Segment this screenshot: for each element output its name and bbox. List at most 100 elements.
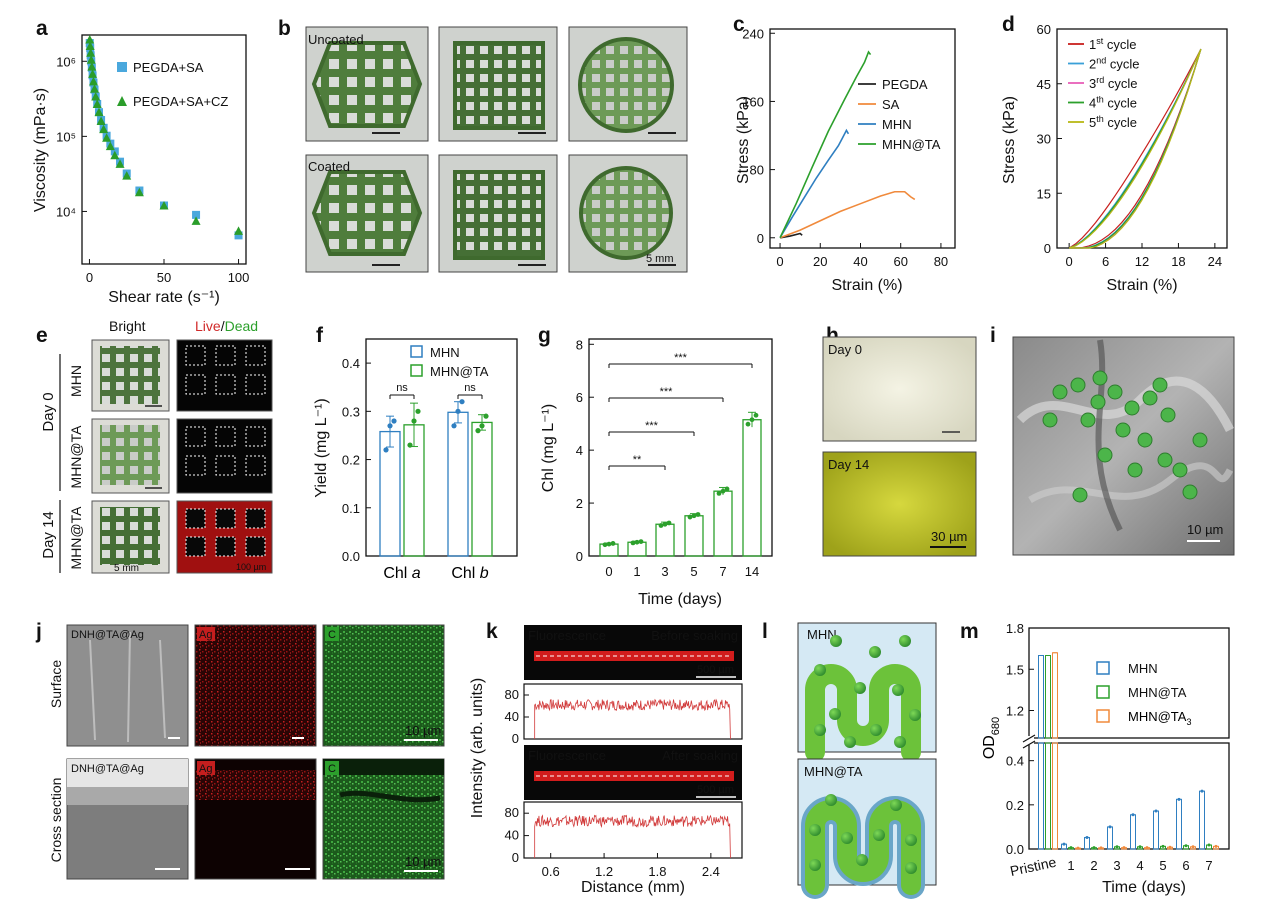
y-axis-label: Intensity (arb. units) (469, 678, 486, 819)
ag-map-surface (194, 624, 317, 747)
legend-label: MHN@TA (1128, 685, 1187, 700)
c-label: C (328, 629, 336, 641)
legend-num: 4 (1089, 96, 1096, 111)
panel-l-schematic: MHN MHN@TA (797, 622, 937, 899)
data-point-square (234, 231, 243, 240)
x-tick-label: 12 (1135, 254, 1149, 269)
x-tick-label: 1.2 (595, 864, 613, 879)
bar (447, 411, 469, 557)
sem-cross-layer (67, 787, 188, 805)
data-point (695, 512, 701, 517)
algae-ball (841, 832, 853, 844)
bar (1107, 826, 1113, 850)
bar (1045, 742, 1051, 850)
x-tick-label-italic: a (412, 565, 421, 582)
dashed-square (185, 374, 206, 395)
data-point (662, 521, 668, 527)
y-tick-label: 60 (1037, 22, 1051, 37)
x-tick-label: 1.8 (648, 864, 666, 879)
data-point (483, 413, 489, 419)
y-tick-label: 0 (512, 850, 519, 865)
algae-ball (909, 709, 921, 721)
data-point (602, 542, 608, 548)
x-tick-label: 0 (1066, 254, 1073, 269)
data-point (1200, 789, 1204, 793)
x-tick-label: 0 (605, 564, 612, 579)
bar (379, 430, 401, 557)
y-tick-label: 160 (742, 94, 764, 109)
y-tick-label: 40 (505, 709, 519, 724)
y-tick-label: 0 (576, 549, 583, 564)
y-axis-label: Viscosity (mPa·s) (32, 88, 49, 212)
algae-cell (1124, 400, 1140, 416)
legend-text: cycle (1104, 115, 1137, 130)
algae-cell (1097, 447, 1113, 463)
data-point (638, 539, 644, 545)
dashed-square (215, 374, 236, 395)
data-point (407, 442, 413, 448)
x-tick-label: 0 (86, 270, 93, 285)
axis-break (1022, 734, 1036, 743)
well-dark (246, 537, 265, 556)
data-point (1161, 844, 1165, 848)
c-tag (325, 627, 339, 641)
legend-text: cycle (1104, 76, 1137, 91)
bar (1153, 810, 1159, 850)
data-point-triangle (88, 76, 98, 86)
algae-cell (1070, 377, 1086, 393)
data-point (720, 488, 726, 494)
day14-label: Day 14 (40, 511, 57, 559)
data-point-triangle (105, 141, 115, 151)
algae-cell (1080, 412, 1096, 428)
photo-label-day0: Day 0 (828, 342, 862, 357)
dashed-square (245, 455, 266, 476)
round-scaffold (578, 37, 674, 133)
algae-ball (854, 682, 866, 694)
chart-m-od680: OD680 Time (days) 1.2 1.5 1.8 0.0 0.2 0.4 Pris… (981, 621, 1230, 896)
panel-letter-m: m (960, 620, 979, 643)
plot-frame (769, 28, 956, 249)
panel-letter-e: e (36, 324, 48, 347)
data-point (387, 423, 393, 429)
dashed-square (245, 536, 266, 557)
y-tick-label: 0.4 (342, 356, 360, 371)
y-tick-label: 0.0 (1006, 842, 1024, 857)
data-point (1214, 844, 1218, 848)
data-point-triangle (88, 69, 98, 78)
y-tick-label: 10⁵ (56, 129, 76, 144)
y-tick-label: 10⁴ (56, 204, 76, 219)
hex-scaffold (311, 170, 423, 256)
well-dark (216, 537, 235, 556)
legend-label: MHN (1128, 661, 1158, 676)
panel-letter-b: b (278, 17, 291, 40)
panel-letter-f: f (316, 324, 324, 347)
algae-ball (829, 708, 841, 720)
y-axis-label: Yield (mg L⁻¹) (313, 398, 330, 497)
legend-sup: rd (1096, 75, 1104, 85)
x-tick-label: 14 (745, 564, 759, 579)
x-tick-label: 50 (157, 270, 171, 285)
x-tick-label: 2.4 (702, 864, 720, 879)
schematic-label-mhnta: MHN@TA (804, 764, 863, 779)
data-point-triangle (85, 41, 95, 50)
algae-ball (844, 736, 856, 748)
x-tick-label-italic: b (480, 565, 489, 582)
algae-ball (869, 646, 881, 658)
legend-label: PEGDA (882, 77, 928, 92)
algae-ball (830, 635, 842, 647)
plot-frame-lower (1028, 742, 1230, 850)
data-point (1177, 797, 1181, 801)
plot-frame-upper (1028, 627, 1230, 739)
before-label: Before soaking (651, 628, 738, 643)
legend-swatch (410, 364, 423, 377)
legend-sup: th (1096, 114, 1104, 124)
dashed-square (245, 508, 266, 529)
y-axis-label-od: OD (981, 735, 998, 759)
bar (1038, 655, 1044, 739)
x-tick-label: 100 (228, 270, 250, 285)
scale-label: 500 µm (697, 784, 734, 796)
scale-label: 5 mm (114, 563, 139, 574)
bar (713, 490, 733, 557)
algae-cell (1127, 462, 1143, 478)
x-axis-label: Time (days) (1102, 879, 1186, 896)
